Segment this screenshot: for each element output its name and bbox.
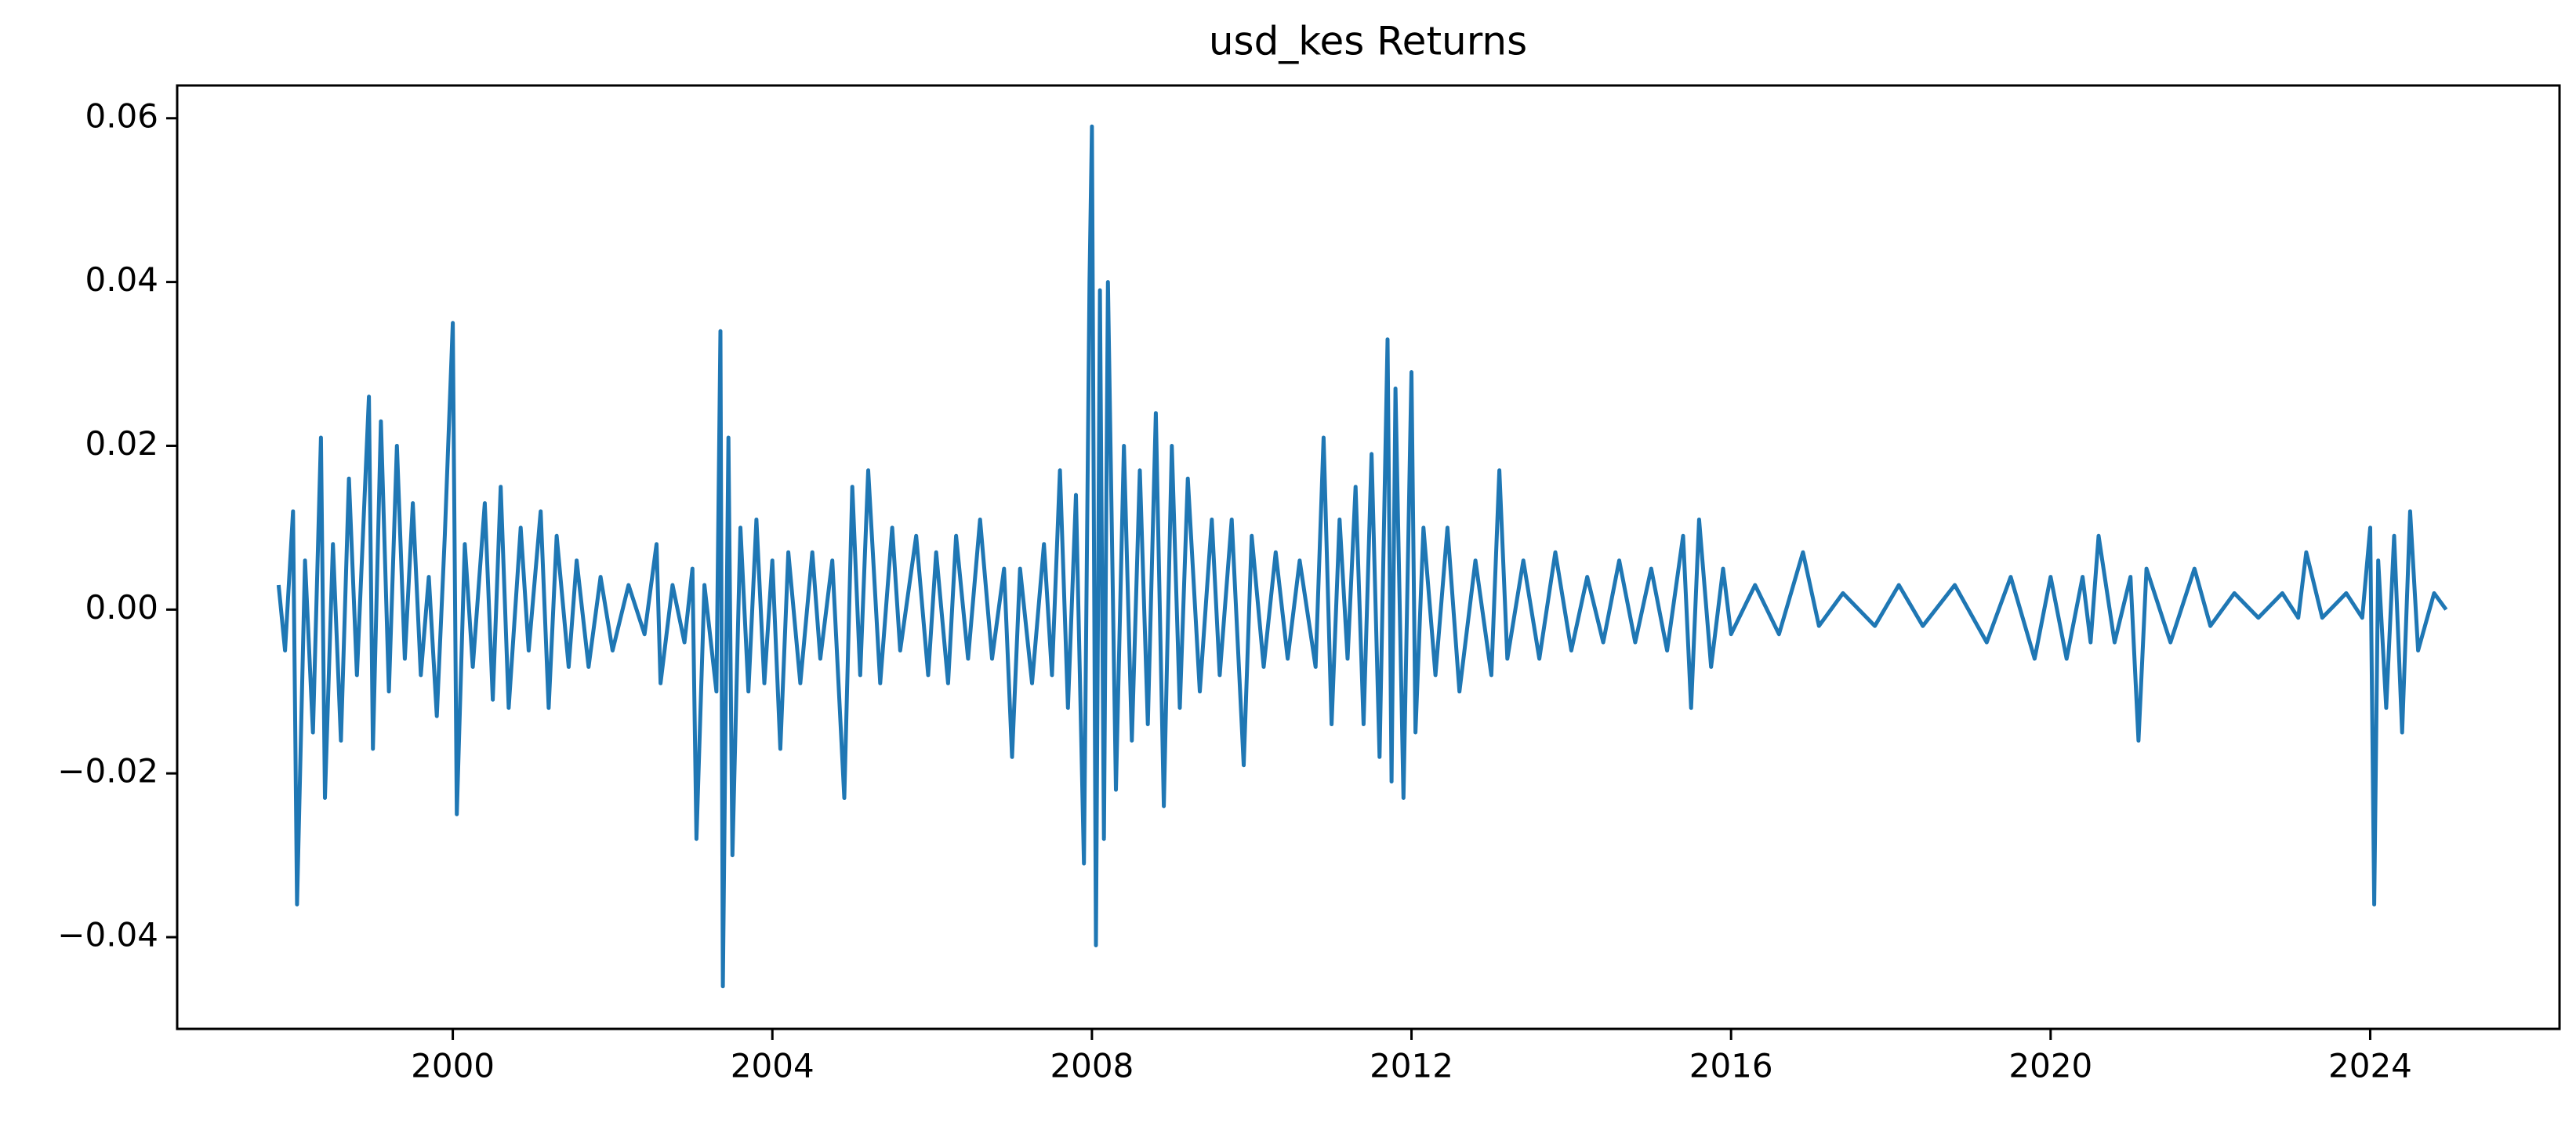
y-tick-label: 0.00 xyxy=(85,588,158,627)
x-tick-label: 2024 xyxy=(2328,1047,2412,1085)
y-tick-label: 0.06 xyxy=(85,96,158,135)
x-tick-label: 2000 xyxy=(411,1047,495,1085)
y-tick-label: −0.04 xyxy=(57,916,158,954)
plot-frame xyxy=(176,84,2561,1030)
x-tick-label: 2016 xyxy=(1689,1047,1773,1085)
x-tick-label: 2004 xyxy=(731,1047,815,1085)
x-tick-label: 2012 xyxy=(1370,1047,1453,1085)
x-tick-label: 2008 xyxy=(1050,1047,1134,1085)
y-tick-label: −0.02 xyxy=(57,752,158,790)
line-series xyxy=(276,124,2448,989)
y-tick-label: 0.02 xyxy=(85,424,158,463)
y-tick-label: 0.04 xyxy=(85,260,158,299)
x-tick-label: 2020 xyxy=(2008,1047,2092,1085)
chart-title: usd_kes Returns xyxy=(1209,19,1527,64)
